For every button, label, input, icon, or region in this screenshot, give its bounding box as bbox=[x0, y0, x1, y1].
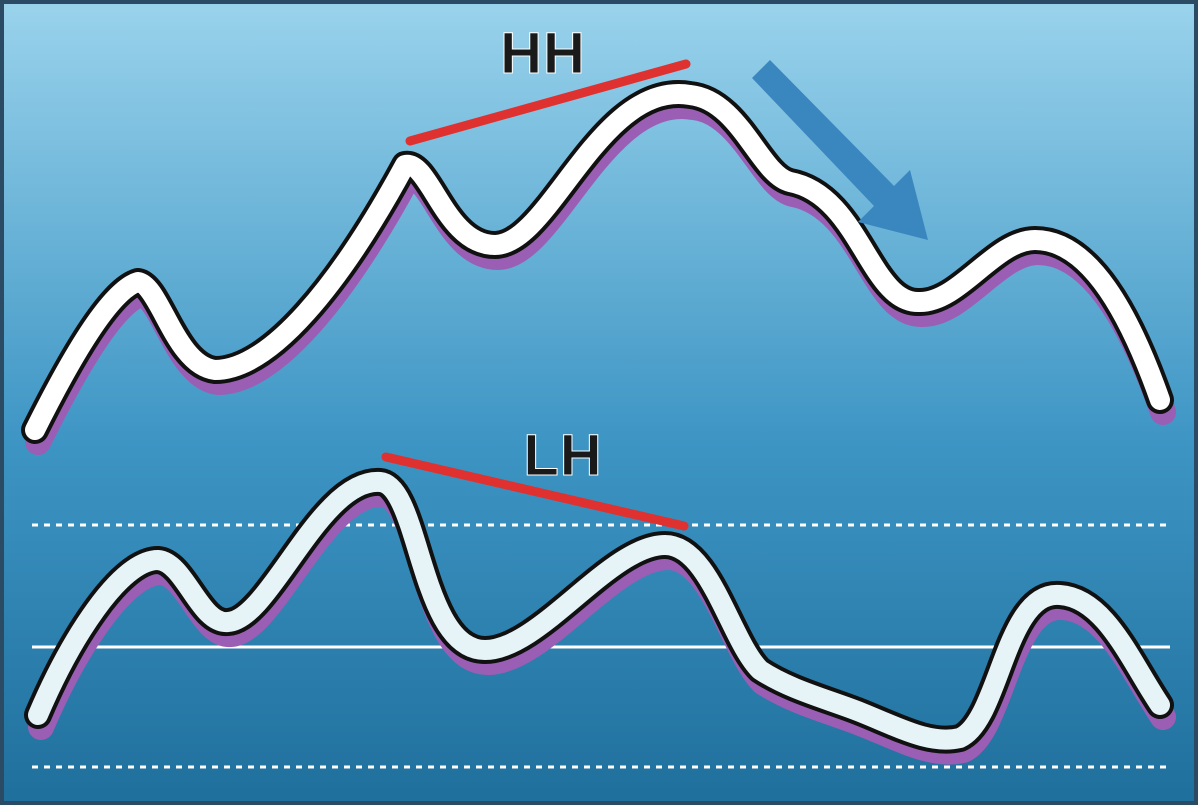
price-line-body bbox=[25, 84, 1170, 440]
higher-high-trend-line bbox=[405, 59, 691, 146]
oscillator-line-body bbox=[28, 472, 1170, 750]
oscillator-levels bbox=[32, 523, 1170, 769]
lower-high-trend-line bbox=[381, 452, 689, 531]
price-line bbox=[21, 80, 1176, 455]
higher-high-label: HH bbox=[500, 21, 586, 86]
arrow-down-right-icon bbox=[752, 60, 928, 240]
lower-high-label: LH bbox=[523, 423, 602, 488]
oscillator-line bbox=[24, 468, 1176, 765]
